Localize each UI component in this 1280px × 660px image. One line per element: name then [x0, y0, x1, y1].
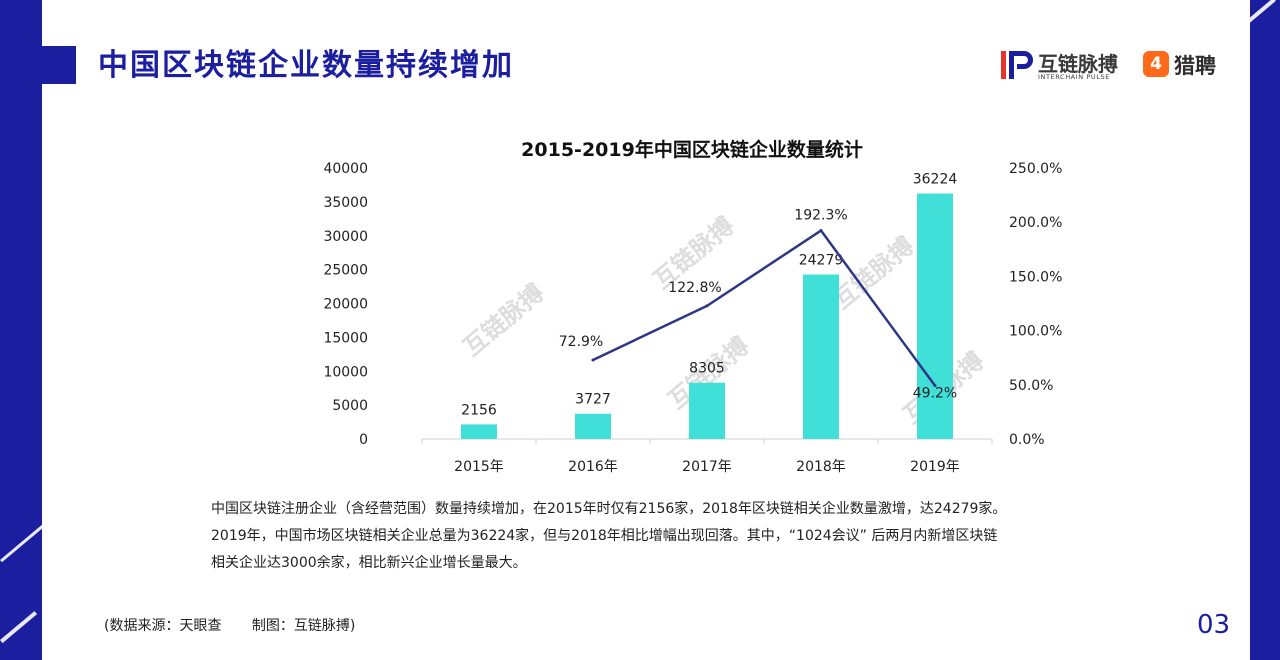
bar-value-label: 24279 — [799, 253, 844, 269]
maker-text: 制图：互链脉搏) — [251, 618, 356, 634]
chart-svg: 互链脉搏互链脉搏互链脉搏互链脉搏互链脉搏05000100001500020000… — [323, 161, 1062, 475]
growth-point — [705, 304, 709, 308]
x-tick-label: 2018年 — [796, 459, 846, 475]
interchain-logo-icon — [1001, 51, 1033, 79]
liepin-logo: 4 猎聘 — [1143, 48, 1233, 80]
x-tick-label: 2016年 — [568, 459, 618, 475]
y2-tick-label: 150.0% — [1009, 269, 1062, 285]
background-stripe — [0, 521, 48, 563]
bar-value-label: 2156 — [461, 402, 497, 418]
y-tick-label: 0 — [359, 432, 368, 448]
background-stripe — [0, 611, 38, 644]
growth-label: 122.8% — [668, 280, 721, 296]
description: 中国区块链注册企业（含经营范围）数量持续增加，在2015年时仅有2156家，20… — [211, 496, 1131, 577]
slide-card: 中国区块链企业数量持续增加 互链脉搏 INTERCHAIN PULSE 4 猎聘… — [42, 0, 1250, 660]
y2-tick-label: 0.0% — [1009, 432, 1045, 448]
page-title: 中国区块链企业数量持续增加 — [98, 48, 514, 83]
growth-label: 49.2% — [913, 386, 957, 402]
bar — [689, 382, 725, 439]
chart-title: 2015-2019年中国区块链企业数量统计 — [521, 139, 863, 161]
description-line: 中国区块链注册企业（含经营范围）数量持续增加，在2015年时仅有2156家，20… — [211, 501, 1007, 517]
bar — [803, 274, 839, 439]
y2-tick-label: 250.0% — [1009, 161, 1062, 177]
y-tick-label: 30000 — [323, 229, 368, 245]
bar — [461, 424, 497, 439]
bar — [575, 413, 611, 439]
description-line: 2019年，中国市场区块链相关企业总量为36224家，但与2018年相比增幅出现… — [211, 528, 998, 544]
y-tick-label: 35000 — [323, 195, 368, 211]
source-text: (数据来源：天眼查 — [104, 618, 222, 634]
liepin-logo-name: 猎聘 — [1174, 54, 1216, 78]
growth-point — [591, 358, 595, 362]
data-source: (数据来源：天眼查 制图：互链脉搏) — [104, 615, 381, 635]
liepin-logo-icon: 4 — [1143, 51, 1169, 77]
y-tick-label: 5000 — [332, 398, 368, 414]
interchain-logo-subtitle: INTERCHAIN PULSE — [1038, 73, 1110, 81]
y-tick-label: 20000 — [323, 297, 368, 313]
interchain-logo: 互链脉搏 INTERCHAIN PULSE — [1000, 46, 1130, 84]
growth-label: 72.9% — [559, 334, 603, 350]
bar-value-label: 8305 — [689, 361, 725, 377]
growth-point — [933, 384, 937, 388]
growth-point — [819, 229, 823, 233]
x-tick-label: 2015年 — [454, 459, 504, 475]
growth-label: 192.3% — [794, 208, 847, 224]
bar-value-label: 3727 — [575, 392, 611, 408]
y-tick-label: 40000 — [323, 161, 368, 177]
x-tick-label: 2019年 — [910, 459, 960, 475]
bar-value-label: 36224 — [913, 172, 958, 188]
y-tick-label: 10000 — [323, 364, 368, 380]
y2-tick-label: 200.0% — [1009, 215, 1062, 231]
y-tick-label: 15000 — [323, 330, 368, 346]
x-tick-label: 2017年 — [682, 459, 732, 475]
y2-tick-label: 100.0% — [1009, 324, 1062, 340]
interchain-logo-name: 互链脉搏 — [1038, 52, 1118, 76]
watermark: 互链脉搏 — [458, 278, 550, 361]
growth-line — [592, 229, 937, 387]
y-tick-label: 25000 — [323, 263, 368, 279]
title-accent-bar — [42, 46, 76, 84]
growth-chart: 互链脉搏互链脉搏互链脉搏互链脉搏互链脉搏05000100001500020000… — [282, 125, 1102, 485]
page-number: 03 — [1197, 610, 1231, 640]
description-line: 相关企业达3000余家，相比新兴企业增长量最大。 — [211, 555, 527, 571]
y2-tick-label: 50.0% — [1009, 378, 1053, 394]
bar — [917, 193, 953, 439]
